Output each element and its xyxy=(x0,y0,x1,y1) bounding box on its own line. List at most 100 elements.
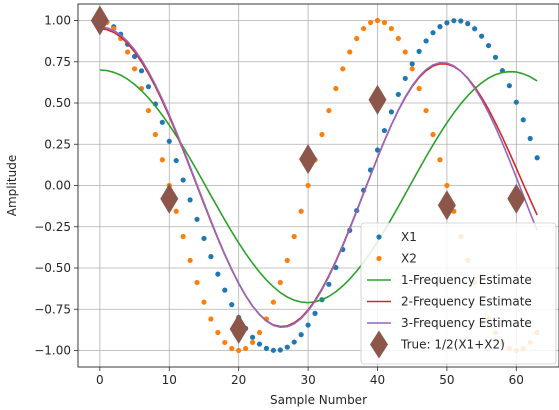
x-tick-label: 0 xyxy=(96,373,104,387)
data-point xyxy=(437,24,443,30)
data-point xyxy=(381,19,388,26)
data-point xyxy=(409,66,415,72)
y-axis-ticks: −1.00 −0.75 −0.50 −0.25 0.00 0.25 0.50 0.75 1.00 xyxy=(34,14,78,358)
diamond-marker xyxy=(507,183,526,214)
data-point xyxy=(187,257,193,264)
data-point xyxy=(249,334,256,340)
data-point xyxy=(430,131,436,138)
y-tick-label: −0.25 xyxy=(34,220,71,234)
data-point xyxy=(409,61,415,67)
legend-marker xyxy=(376,234,382,240)
data-point xyxy=(492,54,499,60)
data-point xyxy=(513,99,519,105)
data-point xyxy=(180,177,186,183)
data-point xyxy=(326,107,332,114)
data-point xyxy=(485,42,492,49)
data-point xyxy=(451,18,457,24)
data-point xyxy=(215,271,221,277)
y-tick-label: −0.50 xyxy=(34,261,71,275)
data-point xyxy=(284,344,290,350)
data-point xyxy=(340,66,346,72)
y-tick-label: 0.25 xyxy=(44,137,71,151)
data-point xyxy=(256,341,263,347)
series-1-frequency-estimate xyxy=(99,69,538,304)
data-point xyxy=(402,49,408,55)
data-point xyxy=(236,347,242,354)
data-point xyxy=(138,68,145,74)
data-point xyxy=(416,48,422,54)
legend-marker xyxy=(370,330,388,359)
series-true-1-2-x1-x2- xyxy=(90,5,526,345)
series-line xyxy=(99,26,538,329)
diamond-marker xyxy=(229,314,248,345)
y-tick-label: 0.50 xyxy=(44,96,71,110)
data-point xyxy=(131,53,138,60)
y-tick-label: 1.00 xyxy=(44,14,71,28)
data-point xyxy=(361,25,367,32)
data-point xyxy=(208,316,214,322)
data-point xyxy=(201,235,207,242)
data-point xyxy=(194,279,200,286)
data-point xyxy=(249,339,256,346)
data-point xyxy=(256,329,263,336)
data-point xyxy=(395,91,401,98)
data-point xyxy=(520,117,526,123)
data-point xyxy=(201,299,207,305)
data-point xyxy=(444,20,450,26)
data-point xyxy=(222,339,228,346)
legend-item: 2-Frequency Estimate xyxy=(367,295,532,309)
data-point xyxy=(131,66,138,72)
x-tick-label: 40 xyxy=(370,373,385,387)
diamond-marker xyxy=(368,84,387,115)
legend-item: 1-Frequency Estimate xyxy=(367,273,532,287)
legend-label: X2 xyxy=(401,252,417,266)
data-point xyxy=(479,33,485,39)
data-point xyxy=(333,85,339,92)
legend-marker xyxy=(376,255,382,262)
x-tick-label: 10 xyxy=(162,373,177,387)
data-point xyxy=(291,233,297,240)
data-point xyxy=(173,157,179,164)
data-point xyxy=(416,85,422,92)
legend-item: X2 xyxy=(376,252,417,266)
data-point xyxy=(180,233,186,240)
data-point xyxy=(305,182,311,189)
diamond-marker xyxy=(437,190,456,221)
data-point xyxy=(347,49,353,55)
data-point xyxy=(277,279,283,286)
data-point xyxy=(173,208,179,214)
y-tick-label: −1.00 xyxy=(34,344,71,358)
x-tick-label: 50 xyxy=(439,373,454,387)
data-point xyxy=(298,208,304,214)
y-tick-label: 0.75 xyxy=(44,55,71,69)
data-point xyxy=(388,25,394,32)
data-point xyxy=(291,339,297,345)
legend-box xyxy=(360,222,557,365)
data-point xyxy=(152,131,158,138)
data-point xyxy=(319,131,325,138)
data-point xyxy=(159,157,165,163)
data-point xyxy=(243,345,249,352)
x-tick-label: 30 xyxy=(300,373,315,387)
legend-item: 3-Frequency Estimate xyxy=(367,316,532,330)
data-point xyxy=(388,109,394,115)
x-axis-label: Sample Number xyxy=(270,393,367,407)
data-point xyxy=(374,147,381,153)
x-tick-label: 20 xyxy=(231,373,246,387)
data-point xyxy=(402,75,408,82)
diamond-marker xyxy=(299,144,318,175)
data-point xyxy=(187,197,193,203)
y-tick-label: −0.75 xyxy=(34,302,71,316)
data-point xyxy=(367,19,374,26)
data-point xyxy=(208,254,214,260)
data-point xyxy=(374,17,381,24)
data-point xyxy=(145,84,152,90)
data-point xyxy=(527,135,533,142)
data-point xyxy=(229,302,235,308)
series-x1 xyxy=(97,17,540,353)
data-point xyxy=(430,30,436,36)
data-point xyxy=(194,216,200,222)
data-point xyxy=(381,127,388,134)
data-point xyxy=(506,83,512,89)
